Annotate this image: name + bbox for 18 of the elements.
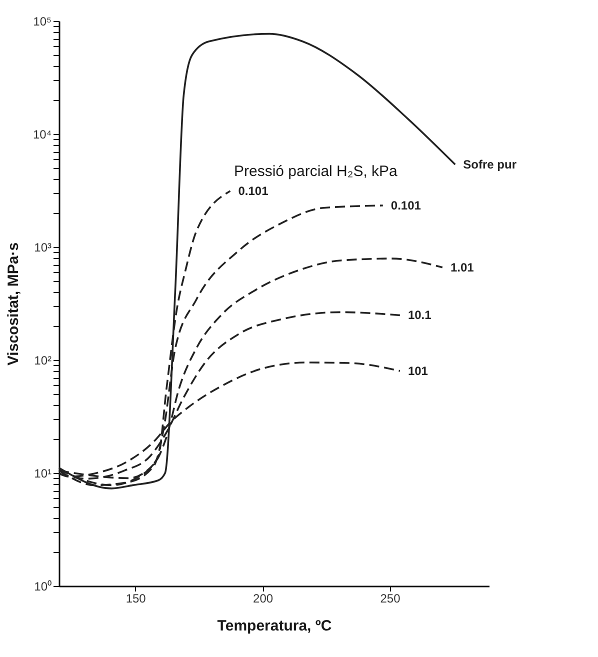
x-axis-title: Temperatura, ºC [217,618,332,634]
series-label: Sofre pur [463,158,517,172]
series-label: 0.101 [390,198,422,212]
y-axis-title: Viscositat, MPa·s [4,242,22,366]
y-tick-label: 10³ [34,240,52,254]
series-label: 101 [408,364,428,378]
series-label: 1.01 [450,260,474,274]
x-tick-label: 250 [380,592,401,606]
series-label: 10.1 [408,308,432,322]
y-tick-label: 10⁵ [33,14,52,28]
y-tick-label: 10⁴ [32,128,52,142]
x-tick-label: 150 [126,592,146,606]
x-tick-label: 200 [253,592,274,606]
legend-title: Pressió parcial H₂S, kPa [234,163,398,180]
y-tick-label: 10⁰ [34,580,52,594]
y-tick-label: 10² [34,354,52,368]
y-tick-label: 10¹ [34,466,52,480]
series-label: 0.101 [238,184,269,198]
